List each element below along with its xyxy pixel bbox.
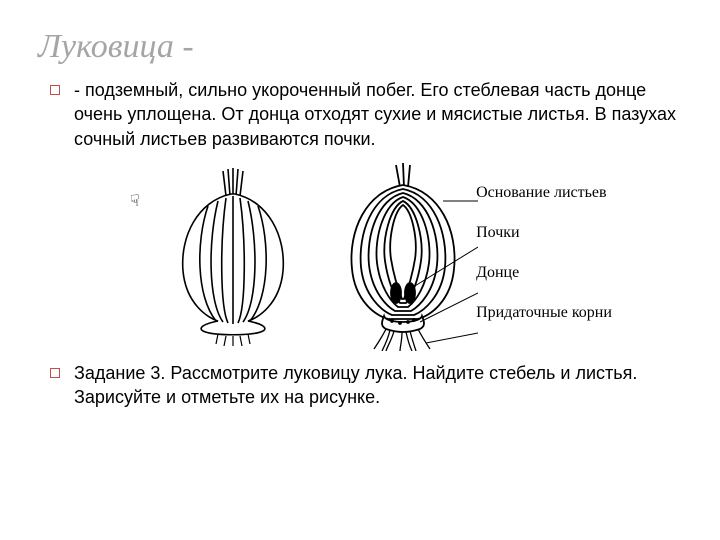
label-buds: Почки xyxy=(476,224,612,242)
label-roots-text: Придаточные корни xyxy=(476,304,612,322)
label-roots: Придаточные корни xyxy=(476,304,612,322)
bullet-marker xyxy=(50,85,60,95)
onion-cross-section xyxy=(338,161,478,351)
bullet-text-1: - подземный, сильно укороченный побег. Е… xyxy=(74,78,690,151)
label-disc: Донце xyxy=(476,264,612,282)
label-disc-text: Донце xyxy=(476,264,519,282)
label-base: Основание листьев xyxy=(476,184,612,202)
bullet-item-1: - подземный, сильно укороченный побег. Е… xyxy=(30,78,690,151)
cursor-icon: ☟ xyxy=(130,191,140,211)
diagram-labels: Основание листьев Почки Донце Придаточны… xyxy=(476,190,612,322)
bullet-marker xyxy=(50,368,60,378)
onion-whole xyxy=(168,166,298,346)
bullet-item-2: Задание 3. Рассмотрите луковицу лука. На… xyxy=(30,361,690,410)
label-buds-text: Почки xyxy=(476,224,520,242)
page-title: Луковица - xyxy=(30,28,690,66)
label-base-text: Основание листьев xyxy=(476,184,606,202)
bullet-text-2: Задание 3. Рассмотрите луковицу лука. На… xyxy=(74,361,690,410)
diagram-area: ☟ xyxy=(90,161,690,351)
